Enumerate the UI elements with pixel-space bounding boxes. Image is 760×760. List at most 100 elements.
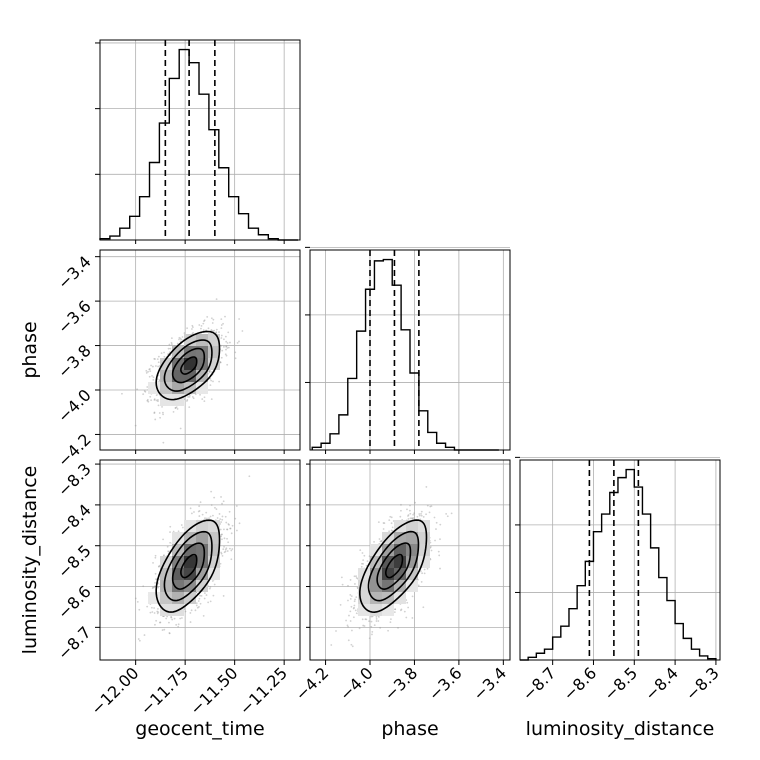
scatter-point: [162, 441, 165, 444]
scatter-point: [192, 397, 195, 400]
scatter-point: [355, 596, 358, 599]
scatter-point: [362, 559, 365, 562]
scatter-point: [154, 581, 156, 584]
scatter-point: [349, 620, 352, 622]
x-axis-title-phase: phase: [381, 718, 438, 740]
scatter-point: [172, 410, 175, 413]
scatter-point: [375, 616, 378, 618]
scatter-point: [202, 322, 205, 325]
scatter-point: [153, 612, 156, 614]
scatter-point: [151, 365, 154, 368]
scatter-point: [198, 509, 201, 512]
scatter-point: [151, 611, 154, 613]
density-cell: [196, 382, 208, 394]
scatter-point: [221, 502, 223, 505]
scatter-point: [199, 501, 202, 504]
scatter-point: [224, 550, 227, 553]
density-cell: [196, 358, 208, 370]
scatter-point: [223, 551, 226, 554]
scatter-point: [359, 549, 362, 552]
scatter-point: [368, 637, 371, 640]
scatter-point: [223, 338, 225, 341]
scatter-point: [223, 545, 225, 548]
scatter-point: [407, 606, 410, 609]
scatter-point: [195, 602, 198, 605]
scatter-point: [438, 554, 441, 557]
scatter-point: [229, 527, 232, 530]
scatter-point: [198, 605, 200, 608]
scatter-point: [216, 517, 219, 519]
x-tick-label-phase: −4.2: [291, 663, 332, 704]
scatter-point: [170, 615, 173, 618]
scatter-point: [221, 349, 224, 352]
scatter-point: [220, 533, 223, 536]
scatter-point: [230, 549, 233, 552]
scatter-point: [215, 298, 218, 301]
density-cell: [382, 604, 394, 616]
scatter-point: [220, 356, 223, 359]
x-axis-title-luminosity-distance: luminosity_distance: [526, 718, 715, 740]
scatter-point: [370, 625, 373, 628]
scatter-point: [147, 400, 150, 403]
scatter-point: [420, 510, 423, 513]
scatter-point: [157, 398, 159, 401]
scatter-point: [168, 550, 170, 553]
scatter-point: [201, 398, 204, 400]
scatter-point: [213, 496, 216, 499]
scatter-point: [153, 586, 156, 589]
density-cell: [370, 604, 382, 616]
scatter-point: [154, 556, 157, 559]
scatter-point: [203, 597, 206, 600]
scatter-point: [172, 530, 175, 533]
scatter-point: [205, 594, 208, 596]
x-tick-label-geocent-time: −11.25: [236, 663, 291, 718]
scatter-point: [157, 361, 160, 364]
scatter-point: [350, 643, 353, 646]
scatter-point: [360, 565, 363, 568]
scatter-point: [225, 345, 227, 348]
scatter-point: [215, 508, 218, 511]
scatter-point: [142, 585, 145, 588]
scatter-point: [390, 522, 393, 525]
scatter-point: [365, 564, 368, 567]
histogram-step-phase: [311, 258, 499, 451]
density-cell: [184, 544, 196, 556]
scatter-point: [356, 586, 359, 589]
scatter-point: [347, 599, 349, 602]
scatter-point: [347, 584, 349, 587]
scatter-point: [157, 607, 159, 610]
density-cell: [208, 520, 220, 532]
scatter-point: [235, 505, 238, 507]
scatter-point: [226, 363, 229, 366]
scatter-point: [373, 624, 376, 627]
scatter-point: [152, 586, 154, 589]
scatter-point: [199, 393, 201, 396]
scatter-point: [157, 586, 160, 589]
scatter-point: [429, 558, 432, 561]
scatter-point: [204, 592, 206, 594]
scatter-point: [178, 338, 180, 341]
scatter-point: [219, 562, 222, 565]
x-tick-label-phase: −3.4: [469, 663, 510, 704]
scatter-point: [209, 384, 212, 387]
scatter-point: [353, 600, 356, 603]
scatter-point: [224, 353, 227, 356]
scatter-point: [213, 583, 216, 586]
scatter-point: [209, 586, 212, 588]
density-cell: [394, 532, 406, 544]
scatter-point: [422, 606, 425, 609]
scatter-point: [153, 585, 156, 588]
scatter-point: [335, 630, 337, 632]
scatter-point: [394, 608, 397, 611]
contour-3: [155, 519, 221, 613]
density-cell: [406, 580, 418, 592]
scatter-point: [189, 507, 192, 510]
scatter-point: [153, 412, 156, 414]
scatter-point: [429, 505, 432, 508]
scatter-point: [136, 601, 139, 603]
scatter-point: [348, 614, 350, 617]
scatter-point: [389, 621, 392, 624]
density-cell: [160, 556, 172, 568]
scatter-point: [417, 584, 420, 587]
scatter-point: [145, 372, 148, 374]
